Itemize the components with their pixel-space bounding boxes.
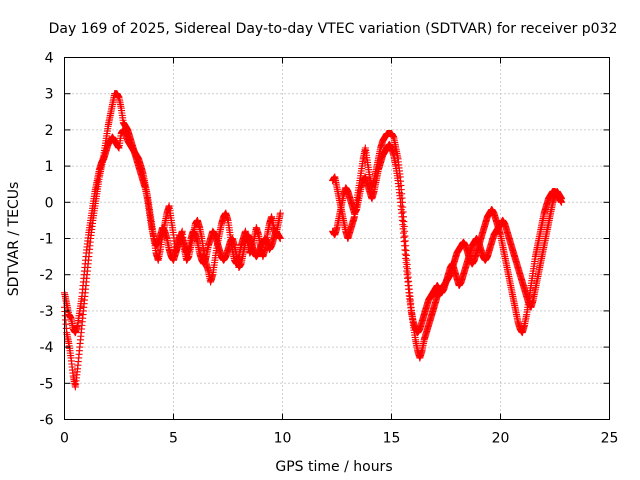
x-tick-label: 20 (492, 431, 510, 447)
x-tick-label: 0 (60, 431, 69, 447)
y-tick-label: -2 (40, 268, 54, 284)
x-axis-label: GPS time / hours (275, 459, 392, 475)
x-tick-label: 5 (169, 431, 178, 447)
y-tick-label: -5 (40, 376, 54, 392)
y-tick-label: 0 (45, 195, 54, 211)
data-point (558, 195, 566, 203)
chart-title: Day 169 of 2025, Sidereal Day-to-day VTE… (49, 21, 618, 37)
y-tick-label: 2 (45, 123, 54, 139)
y-tick-label: -4 (40, 340, 54, 356)
x-tick-label: 10 (274, 431, 292, 447)
y-tick-label: -6 (40, 413, 54, 429)
y-axis-label: SDTVAR / TECUs (6, 182, 22, 297)
y-tick-labels: -6 -5 -4 -3 -2 -1 0 1 2 3 4 (40, 51, 54, 429)
x-tick-label: 25 (601, 431, 619, 447)
x-tick-labels: 0 5 10 15 20 25 (60, 431, 618, 447)
y-tick-label: 4 (45, 51, 54, 67)
data-point (276, 209, 284, 217)
data-point (276, 235, 284, 242)
x-tick-label: 15 (383, 431, 401, 447)
data-points (61, 90, 566, 391)
y-tick-label: -3 (40, 304, 54, 320)
axis-ticks (64, 57, 610, 420)
y-tick-label: 3 (45, 87, 54, 103)
grid-lines (64, 57, 610, 420)
y-tick-label: 1 (45, 159, 54, 175)
y-tick-label: -1 (40, 232, 54, 248)
